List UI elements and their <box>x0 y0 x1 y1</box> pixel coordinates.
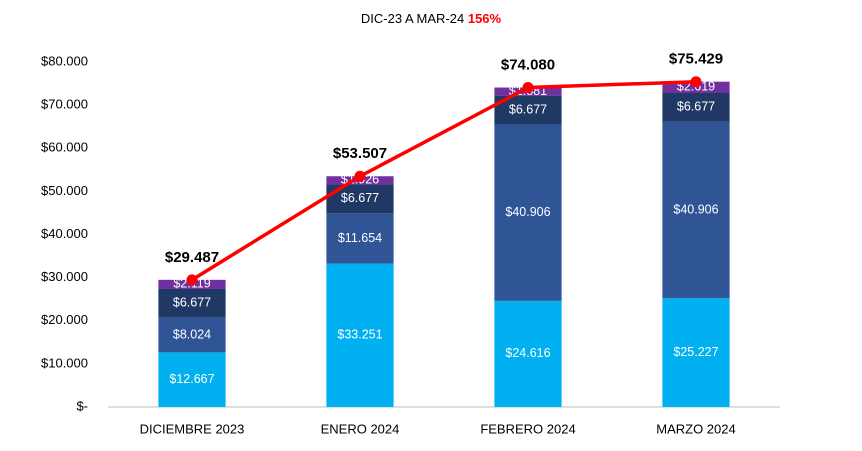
total-point <box>522 82 534 94</box>
bar-segment <box>494 300 562 407</box>
y-tick-label: $10.000 <box>41 355 88 370</box>
bar-segment <box>326 263 394 407</box>
y-tick-label: $20.000 <box>41 312 88 327</box>
value-label: $8.024 <box>173 327 211 341</box>
y-tick-label: $40.000 <box>41 226 88 241</box>
total-point <box>186 274 198 286</box>
value-label: $11.654 <box>338 231 382 245</box>
title-text: DIC-23 A MAR-24 <box>361 11 464 26</box>
value-label: $24.616 <box>505 346 550 360</box>
value-label: $40.906 <box>673 202 718 216</box>
value-label: $6.677 <box>341 191 379 205</box>
y-tick-label: $30.000 <box>41 269 88 284</box>
bar-segment <box>158 352 226 407</box>
bar-segment <box>158 317 226 353</box>
value-label: $25.227 <box>673 345 718 359</box>
total-label: $74.080 <box>501 56 555 73</box>
total-point <box>690 76 702 88</box>
value-label: $40.906 <box>505 205 550 219</box>
total-label: $29.487 <box>165 249 219 266</box>
bar-segment <box>662 81 730 94</box>
y-tick-label: $- <box>76 398 88 413</box>
y-tick-label: $50.000 <box>41 183 88 198</box>
bar-segment <box>662 121 730 299</box>
bar-segment <box>326 213 394 264</box>
bar-segment <box>494 124 562 301</box>
value-label: $6.677 <box>509 102 547 116</box>
y-tick-label: $70.000 <box>41 97 88 112</box>
value-label: $33.251 <box>337 328 382 342</box>
value-label: $6.677 <box>173 296 211 310</box>
total-point <box>354 170 366 182</box>
total-line <box>191 79 697 282</box>
y-tick-label: $80.000 <box>41 53 88 68</box>
title-highlight: 156% <box>468 11 502 26</box>
x-tick-label: DICIEMBRE 2023 <box>140 421 245 436</box>
chart-title: DIC-23 A MAR-24 156% <box>361 11 502 26</box>
total-label: $53.507 <box>333 145 387 162</box>
y-tick-label: $60.000 <box>41 140 88 155</box>
x-tick-label: FEBRERO 2024 <box>480 421 575 436</box>
bar-segment <box>662 298 730 407</box>
value-label: $12.667 <box>169 372 214 386</box>
bar-segment <box>662 93 730 122</box>
bar-segment <box>158 288 226 318</box>
value-label: $6.677 <box>677 100 715 114</box>
total-label: $75.429 <box>669 51 723 68</box>
x-tick-label: MARZO 2024 <box>656 421 735 436</box>
x-tick-label: ENERO 2024 <box>321 421 400 436</box>
